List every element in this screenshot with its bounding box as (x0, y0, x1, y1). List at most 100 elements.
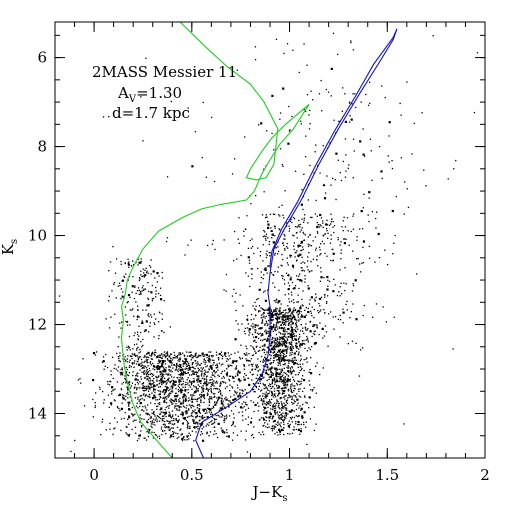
star-point (325, 88, 327, 91)
star-point (190, 381, 192, 383)
star-point (239, 406, 243, 409)
star-point (282, 315, 284, 317)
star-point (213, 385, 215, 387)
star-point (316, 225, 319, 229)
star-point (134, 286, 136, 288)
star-point (136, 381, 139, 384)
star-point (127, 345, 130, 347)
star-point (297, 428, 300, 431)
star-point (254, 59, 257, 61)
star-point (251, 379, 253, 381)
star-point (259, 310, 261, 312)
star-point (272, 360, 275, 362)
star-point (252, 305, 254, 307)
star-point (215, 380, 218, 382)
star-point (268, 313, 270, 315)
star-point (187, 377, 189, 379)
star-point (277, 300, 280, 303)
star-point (220, 351, 223, 353)
star-point (289, 343, 291, 345)
star-point (141, 361, 143, 363)
star-point (203, 379, 205, 381)
star-point (286, 242, 288, 245)
star-point (236, 373, 238, 375)
star-point (133, 419, 136, 421)
star-point (342, 87, 344, 89)
star-point (276, 337, 278, 339)
star-point (211, 356, 213, 358)
star-point (187, 388, 189, 391)
star-point (234, 230, 236, 233)
star-point (220, 393, 222, 396)
star-point (237, 378, 240, 381)
star-point (277, 315, 279, 317)
star-point (301, 315, 304, 318)
star-point (229, 384, 231, 386)
star-point (123, 358, 125, 360)
star-point (266, 216, 268, 218)
star-point (152, 380, 154, 382)
star-point (134, 397, 137, 399)
star-point (309, 384, 311, 386)
star-point (210, 383, 213, 386)
star-point (171, 410, 174, 412)
star-point (148, 367, 151, 370)
star-point (161, 357, 163, 359)
star-point (275, 372, 278, 375)
star-point (287, 390, 290, 392)
star-point (263, 409, 265, 411)
star-point (243, 378, 246, 381)
star-point (207, 371, 209, 373)
star-point (296, 404, 298, 406)
star-point (261, 327, 263, 329)
star-point (306, 94, 309, 96)
star-point (304, 275, 306, 277)
star-point (286, 383, 289, 385)
star-point (221, 429, 224, 432)
star-point (303, 219, 305, 221)
star-point (184, 389, 187, 392)
star-point (283, 377, 285, 379)
star-point (128, 416, 131, 419)
star-point (136, 290, 139, 292)
star-point (283, 367, 285, 369)
star-point (121, 394, 124, 396)
star-point (339, 319, 342, 321)
star-point (169, 415, 171, 417)
star-point (182, 417, 185, 419)
star-point (375, 303, 378, 305)
star-point (213, 418, 215, 420)
star-point (296, 259, 298, 261)
star-point (212, 423, 214, 425)
star-point (281, 375, 283, 377)
star-point (178, 383, 180, 386)
star-point (271, 418, 273, 420)
star-point (317, 232, 319, 234)
star-point (195, 386, 197, 388)
star-point (153, 336, 155, 338)
star-point (276, 354, 279, 356)
star-point (161, 330, 163, 332)
star-point (272, 396, 275, 398)
star-point (155, 375, 157, 378)
star-point (283, 406, 285, 408)
star-point (158, 367, 161, 370)
star-point (196, 407, 199, 409)
star-point (276, 369, 278, 371)
star-point (192, 418, 194, 421)
star-point (188, 367, 190, 369)
star-point (320, 243, 322, 245)
star-point (179, 357, 181, 359)
star-point (143, 356, 145, 358)
star-point (200, 397, 202, 399)
star-point (170, 390, 172, 393)
star-point (177, 419, 179, 422)
star-point (229, 364, 231, 366)
star-point (368, 191, 371, 194)
star-point (194, 409, 196, 411)
star-point (343, 238, 346, 240)
star-point (133, 366, 135, 368)
star-point (187, 361, 189, 363)
star-point (288, 394, 290, 396)
star-point (184, 384, 186, 386)
